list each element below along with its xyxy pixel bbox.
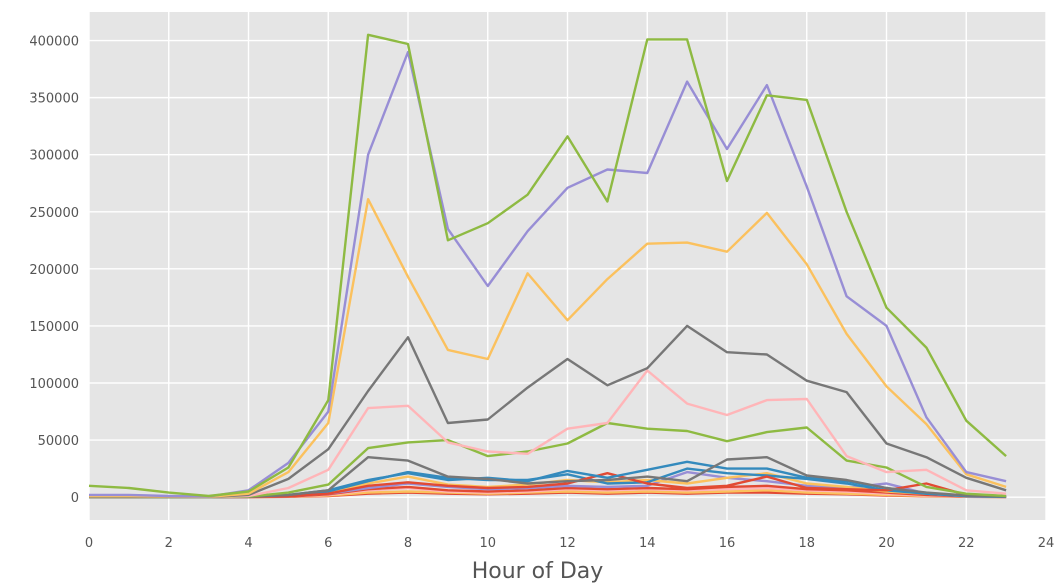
series-line-3 [89, 197, 1007, 498]
x-tick-label: 10 [479, 536, 496, 551]
x-tick-label: 4 [244, 536, 252, 551]
series-lines [88, 33, 1007, 499]
x-tick-label: 20 [878, 536, 895, 551]
x-tick-label: 16 [719, 536, 736, 551]
x-axis-title: Hour of Day [472, 559, 604, 584]
x-tick-label: 22 [958, 536, 975, 551]
x-tick-label: 6 [324, 536, 332, 551]
x-tick-label: 0 [85, 536, 93, 551]
x-tick-label: 18 [798, 536, 815, 551]
x-tick-label: 12 [559, 536, 576, 551]
y-tick-label: 50000 [38, 434, 79, 449]
y-tick-label: 100000 [29, 377, 79, 392]
y-tick-label: 250000 [29, 206, 79, 221]
y-tick-label: 400000 [29, 35, 79, 50]
y-tick-label: 0 [71, 491, 79, 506]
x-tick-labels: 0 2 4 6 8 10 12 14 16 18 20 22 24 [85, 536, 1054, 551]
y-tick-label: 300000 [29, 149, 79, 164]
y-tick-label: 150000 [29, 320, 79, 335]
x-tick-label: 2 [165, 536, 173, 551]
x-tick-label: 8 [404, 536, 412, 551]
y-tick-labels: 0 50000 100000 150000 200000 250000 300000 3500… [29, 35, 79, 507]
y-tick-label: 200000 [29, 263, 79, 278]
y-tick-label: 350000 [29, 92, 79, 107]
x-tick-label: 24 [1038, 536, 1055, 551]
series-line-1 [88, 33, 1007, 498]
x-tick-label: 14 [639, 536, 656, 551]
